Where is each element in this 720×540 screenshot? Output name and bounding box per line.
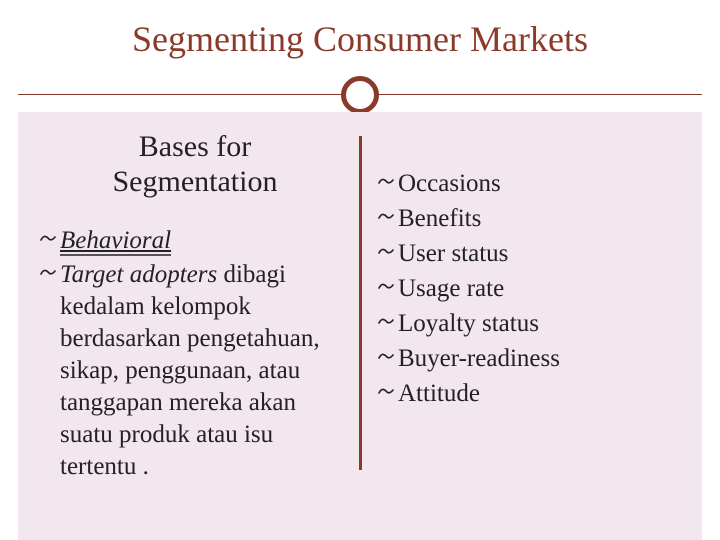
slide: Segmenting Consumer Markets Bases for Se… bbox=[0, 0, 720, 540]
subtitle-line-1: Bases for bbox=[139, 130, 251, 163]
list-item-label: User status bbox=[398, 238, 684, 270]
right-list: Occasions Benefits User status Usage rat… bbox=[378, 168, 684, 410]
slide-title: Segmenting Consumer Markets bbox=[40, 18, 680, 60]
bullet-icon bbox=[40, 230, 56, 253]
list-item-label: Buyer-readiness bbox=[398, 343, 684, 375]
list-item-label: Occasions bbox=[398, 168, 684, 200]
list-item: Usage rate bbox=[378, 273, 684, 305]
target-adopters-rest: dibagi kedalam kelompok berdasarkan peng… bbox=[60, 261, 320, 480]
bullet-icon bbox=[378, 278, 394, 301]
bullet-icon bbox=[378, 173, 394, 196]
list-item-label: Attitude bbox=[398, 378, 684, 410]
bullet-icon bbox=[40, 264, 56, 287]
bullet-icon bbox=[378, 208, 394, 231]
bullet-text: Behavioral bbox=[60, 225, 350, 257]
content-panel: Bases for Segmentation Behavioral Target… bbox=[18, 112, 702, 540]
list-item-label: Benefits bbox=[398, 203, 684, 235]
behavioral-label: Behavioral bbox=[60, 228, 171, 256]
target-adopters-lead: Target adopters bbox=[60, 261, 217, 288]
list-item: Occasions bbox=[378, 168, 684, 200]
bullet-text: Target adopters dibagi kedalam kelompok … bbox=[60, 259, 350, 483]
left-subtitle: Bases for Segmentation bbox=[40, 130, 350, 199]
title-area: Segmenting Consumer Markets bbox=[0, 0, 720, 70]
right-column: Occasions Benefits User status Usage rat… bbox=[360, 112, 702, 540]
spacer bbox=[378, 126, 684, 168]
list-item-label: Loyalty status bbox=[398, 308, 684, 340]
bullet-behavioral: Behavioral bbox=[40, 225, 350, 257]
list-item: Loyalty status bbox=[378, 308, 684, 340]
bullet-icon bbox=[378, 313, 394, 336]
list-item: Buyer-readiness bbox=[378, 343, 684, 375]
bullet-icon bbox=[378, 348, 394, 371]
left-column: Bases for Segmentation Behavioral Target… bbox=[18, 112, 360, 540]
subtitle-line-2: Segmentation bbox=[113, 165, 278, 198]
circle-icon bbox=[341, 76, 379, 114]
bullet-icon bbox=[378, 383, 394, 406]
list-item: Attitude bbox=[378, 378, 684, 410]
list-item: Benefits bbox=[378, 203, 684, 235]
bullet-target-adopters: Target adopters dibagi kedalam kelompok … bbox=[40, 259, 350, 483]
list-item-label: Usage rate bbox=[398, 273, 684, 305]
list-item: User status bbox=[378, 238, 684, 270]
bullet-icon bbox=[378, 243, 394, 266]
title-rule bbox=[0, 76, 720, 116]
